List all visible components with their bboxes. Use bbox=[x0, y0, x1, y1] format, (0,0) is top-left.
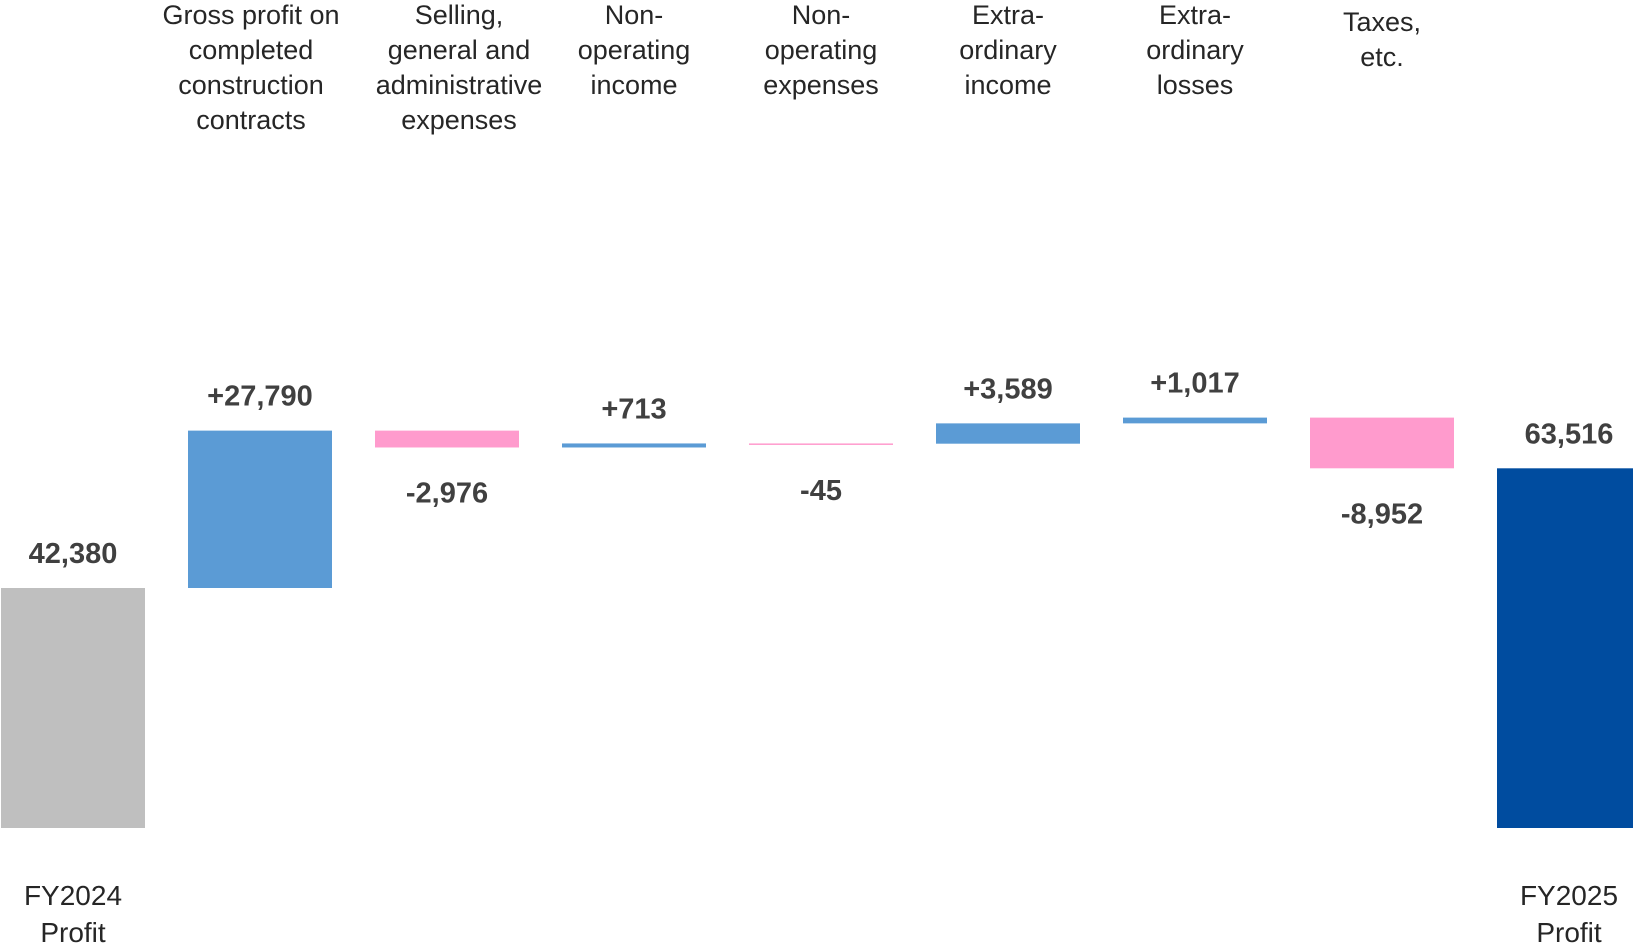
category-label-line: Taxes, bbox=[1343, 7, 1421, 37]
category-label-0: FY2024 Profit bbox=[24, 880, 122, 947]
category-label-3: Non-operating income bbox=[578, 0, 691, 100]
category-label-line: losses bbox=[1157, 70, 1234, 100]
bar-7 bbox=[1310, 417, 1454, 469]
category-label-line: completed bbox=[189, 35, 314, 65]
value-label-1: +27,790 bbox=[207, 381, 313, 413]
category-label-line: Profit bbox=[1536, 917, 1602, 947]
value-label-0: 42,380 bbox=[29, 538, 118, 570]
category-label-5: Extra-ordinary income bbox=[959, 0, 1057, 100]
bar-3 bbox=[562, 443, 706, 448]
category-label-line: income bbox=[590, 70, 677, 100]
bar-5 bbox=[936, 423, 1080, 444]
category-label-line: Selling, bbox=[415, 0, 504, 30]
bar-6 bbox=[1123, 417, 1267, 424]
category-label-line: Profit bbox=[40, 917, 106, 947]
category-label-4: Non-operating expenses bbox=[763, 0, 879, 100]
category-label-line: construction bbox=[178, 70, 324, 100]
category-label-line: ordinary bbox=[1146, 35, 1244, 65]
category-label-line: Gross profit on bbox=[162, 0, 339, 30]
category-label-line: Non- bbox=[605, 0, 664, 30]
category-label-line: FY2024 bbox=[24, 880, 122, 911]
value-label-8: 63,516 bbox=[1525, 418, 1614, 450]
category-label-8: FY2025 Profit bbox=[1520, 880, 1618, 947]
category-label-line: FY2025 bbox=[1520, 880, 1618, 911]
category-label-line: contracts bbox=[196, 105, 306, 135]
category-label-line: Extra- bbox=[972, 0, 1044, 30]
bar-0 bbox=[1, 588, 145, 828]
category-labels-group: FY2024 Profit Gross profit on completed cons… bbox=[24, 0, 1618, 947]
bars-group bbox=[1, 417, 1633, 828]
category-label-7: Taxes, etc. bbox=[1343, 7, 1421, 72]
category-label-line: Non- bbox=[792, 0, 851, 30]
value-label-6: +1,017 bbox=[1150, 368, 1240, 400]
value-label-7: -8,952 bbox=[1341, 498, 1423, 530]
category-label-2: Selling, general and administrative expense… bbox=[376, 0, 543, 135]
category-label-line: operating bbox=[765, 35, 878, 65]
category-label-line: general and bbox=[388, 35, 531, 65]
value-label-4: -45 bbox=[800, 475, 842, 507]
category-label-6: Extra-ordinary losses bbox=[1146, 0, 1244, 100]
category-label-1: Gross profit on completed construction cont… bbox=[162, 0, 339, 135]
bar-2 bbox=[375, 430, 519, 448]
category-label-line: expenses bbox=[763, 70, 879, 100]
category-label-line: Extra- bbox=[1159, 0, 1231, 30]
category-label-line: ordinary bbox=[959, 35, 1057, 65]
category-label-line: expenses bbox=[401, 105, 517, 135]
bar-8 bbox=[1497, 468, 1633, 828]
category-label-line: etc. bbox=[1360, 42, 1404, 72]
category-label-line: income bbox=[964, 70, 1051, 100]
category-label-line: operating bbox=[578, 35, 691, 65]
value-labels-group: 42,380 +27,790 -2,976 +713 -45 +3,589 +1,017 -8… bbox=[29, 368, 1614, 570]
bar-4 bbox=[749, 443, 893, 445]
bar-1 bbox=[188, 430, 332, 588]
value-label-2: -2,976 bbox=[406, 477, 488, 509]
value-label-3: +713 bbox=[601, 393, 666, 425]
value-label-5: +3,589 bbox=[963, 373, 1053, 405]
category-label-line: administrative bbox=[376, 70, 543, 100]
